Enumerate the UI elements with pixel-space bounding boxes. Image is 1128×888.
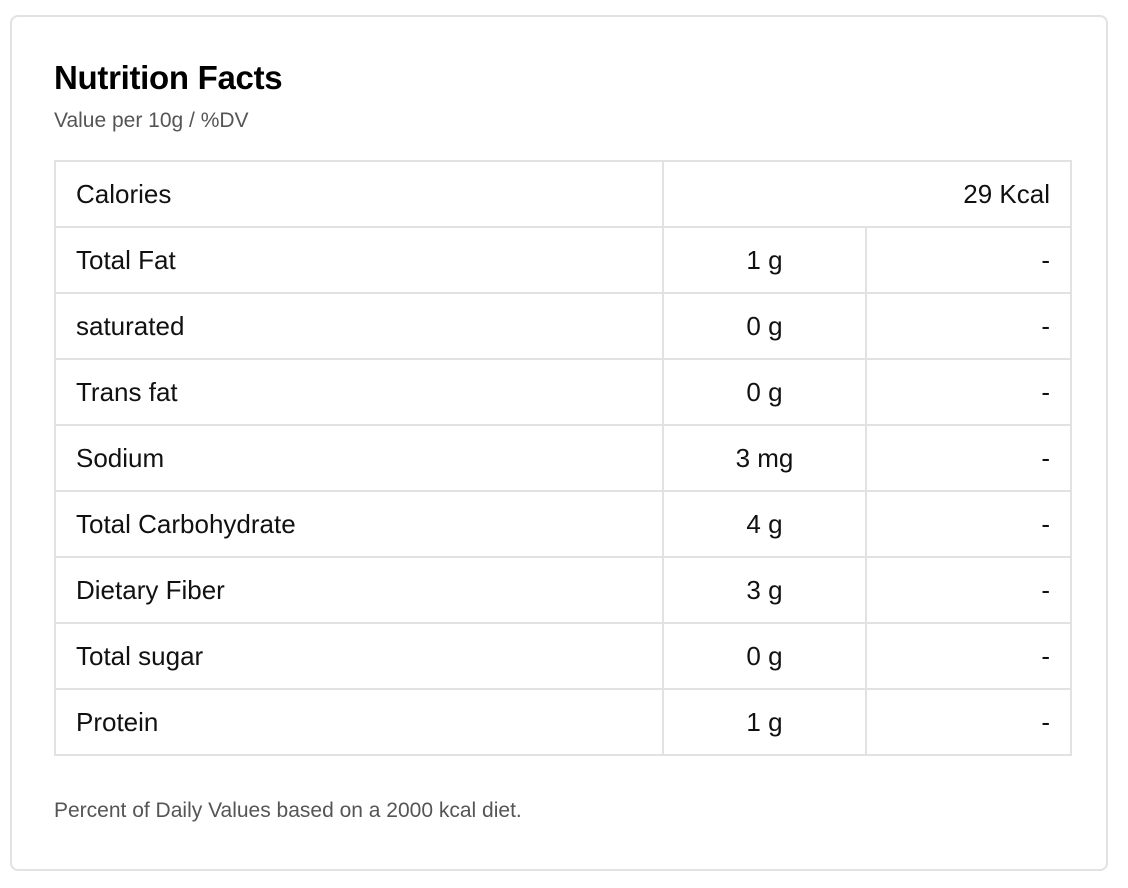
nutrient-value: 0 g — [662, 622, 867, 690]
calories-value: 29 Kcal — [661, 160, 1073, 228]
calories-label: Calories — [54, 160, 664, 228]
nutrient-value: 0 g — [662, 292, 867, 360]
table-row: saturated 0 g - — [54, 292, 1073, 360]
table-row: Total Carbohydrate 4 g - — [54, 490, 1073, 558]
nutrient-dv: - — [864, 424, 1073, 492]
nutrient-name: Trans fat — [54, 358, 664, 426]
table-row: Sodium 3 mg - — [54, 424, 1073, 492]
table-row: Trans fat 0 g - — [54, 358, 1073, 426]
nutrient-dv: - — [864, 622, 1073, 690]
nutrient-name: Dietary Fiber — [54, 556, 664, 624]
nutrient-dv: - — [864, 688, 1073, 756]
nutrient-name: Protein — [54, 688, 664, 756]
nutrient-dv: - — [864, 226, 1073, 294]
nutrient-value: 3 mg — [662, 424, 867, 492]
nutrient-dv: - — [864, 490, 1073, 558]
table-row: Total sugar 0 g - — [54, 622, 1073, 690]
nutrition-table: Calories 29 Kcal Total Fat 1 g - saturat… — [54, 160, 1073, 756]
nutrient-name: Sodium — [54, 424, 664, 492]
panel-subtitle: Value per 10g / %DV — [54, 109, 249, 132]
nutrient-dv: - — [864, 292, 1073, 360]
nutrient-name: Total Carbohydrate — [54, 490, 664, 558]
table-row: Protein 1 g - — [54, 688, 1073, 756]
nutrient-dv: - — [864, 358, 1073, 426]
nutrient-name: Total sugar — [54, 622, 664, 690]
nutrient-name: Total Fat — [54, 226, 664, 294]
nutrient-value: 3 g — [662, 556, 867, 624]
table-row: Dietary Fiber 3 g - — [54, 556, 1073, 624]
nutrient-value: 1 g — [662, 226, 867, 294]
daily-values-footnote: Percent of Daily Values based on a 2000 … — [54, 799, 522, 822]
nutrient-value: 0 g — [662, 358, 867, 426]
nutrient-value: 1 g — [662, 688, 867, 756]
nutrient-dv: - — [864, 556, 1073, 624]
nutrient-value: 4 g — [662, 490, 867, 558]
table-row-calories: Calories 29 Kcal — [54, 160, 1073, 228]
table-row: Total Fat 1 g - — [54, 226, 1073, 294]
panel-title: Nutrition Facts — [54, 59, 283, 96]
nutrition-facts-panel: Nutrition Facts Value per 10g / %DV Calo… — [10, 15, 1108, 871]
nutrient-name: saturated — [54, 292, 664, 360]
